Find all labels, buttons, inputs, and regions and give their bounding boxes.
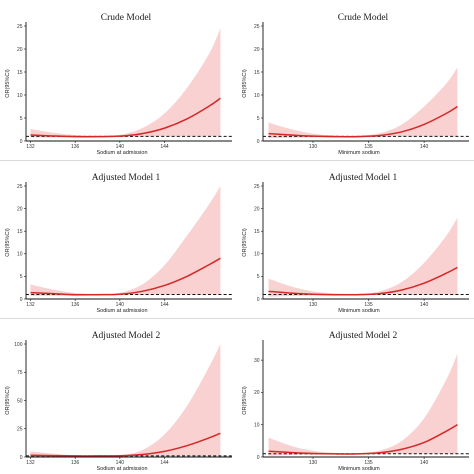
confidence-band — [268, 67, 458, 139]
or-curve — [268, 424, 458, 455]
x-tick-label: 144 — [160, 302, 169, 308]
y-tick-label: 0 — [20, 139, 23, 145]
chart-title: Crude Model — [338, 13, 389, 23]
y-tick-label: 75 — [17, 370, 23, 376]
y-tick-label: 15 — [17, 70, 23, 76]
x-tick-label: 135 — [364, 302, 373, 308]
y-tick-label: 5 — [257, 274, 260, 280]
y-axis-label: OR(95%CI) — [5, 228, 11, 257]
y-axis-label: OR(95%CI) — [242, 228, 248, 257]
x-axis-label: Sodium at admission — [96, 308, 147, 314]
y-tick-label: 20 — [17, 206, 23, 212]
x-tick-label: 144 — [160, 460, 169, 466]
x-tick-label: 140 — [116, 460, 125, 466]
y-axis-label: OR(95%CI) — [5, 386, 11, 415]
y-tick-label: 10 — [17, 252, 23, 258]
or-curve — [268, 266, 458, 296]
y-tick-label: 30 — [254, 358, 260, 364]
y-tick-label: 25 — [17, 24, 23, 30]
or-curve — [268, 105, 458, 138]
x-axis-label: Minimum sodium — [338, 150, 380, 156]
chart-panel-crude-sodium-admission: Crude Model 0 5 10 15 20 25 132 136 140 144 Sodium … — [5, 13, 232, 156]
y-tick-label: 0 — [20, 297, 23, 303]
x-axis-label: Minimum sodium — [338, 466, 380, 472]
y-tick-label: 20 — [254, 47, 260, 53]
y-tick-label: 15 — [254, 229, 260, 235]
y-tick-label: 25 — [254, 184, 260, 190]
x-tick-label: 135 — [364, 144, 373, 150]
y-axis-label: OR(95%CI) — [5, 69, 11, 98]
y-tick-label: 10 — [254, 93, 260, 99]
chart-title: Crude Model — [101, 13, 152, 23]
x-axis-label: Minimum sodium — [338, 308, 380, 314]
x-tick-label: 140 — [420, 302, 429, 308]
y-tick-label: 5 — [20, 274, 23, 280]
y-tick-label: 10 — [17, 93, 23, 99]
x-tick-label: 136 — [71, 302, 80, 308]
confidence-band — [30, 186, 221, 296]
confidence-band — [30, 28, 221, 138]
x-tick-label: 135 — [364, 460, 373, 466]
x-tick-label: 130 — [309, 302, 318, 308]
y-tick-label: 10 — [254, 423, 260, 429]
x-tick-label: 132 — [26, 302, 35, 308]
or-curve — [30, 432, 221, 457]
x-tick-label: 132 — [26, 144, 35, 150]
x-tick-label: 144 — [160, 144, 169, 150]
y-tick-label: 100 — [14, 342, 23, 348]
chart-title: Adjusted Model 2 — [329, 331, 398, 341]
x-tick-label: 130 — [309, 144, 318, 150]
x-tick-label: 140 — [116, 302, 125, 308]
confidence-band — [30, 344, 221, 457]
x-tick-label: 140 — [420, 144, 429, 150]
x-tick-label: 136 — [71, 460, 80, 466]
y-tick-label: 5 — [257, 116, 260, 122]
y-tick-label: 25 — [17, 427, 23, 433]
row-divider-2 — [0, 318, 474, 319]
y-tick-label: 20 — [254, 390, 260, 396]
chart-panel-adjusted2-sodium-admission: Adjusted Model 2 0 25 50 75 100 132 136 140 144 So… — [5, 331, 232, 472]
x-tick-label: 140 — [420, 460, 429, 466]
y-tick-label: 5 — [20, 116, 23, 122]
or-curve — [30, 257, 221, 296]
confidence-band — [268, 353, 458, 456]
confidence-band — [268, 217, 458, 297]
x-tick-label: 140 — [116, 144, 125, 150]
row-divider-1 — [0, 160, 474, 161]
chart-panel-adjusted1-sodium-admission: Adjusted Model 1 0 5 10 15 20 25 132 136 140 144 So… — [5, 173, 232, 314]
y-tick-label: 0 — [257, 139, 260, 145]
x-axis-label: Sodium at admission — [96, 150, 147, 156]
chart-title: Adjusted Model 2 — [92, 331, 161, 341]
chart-panel-adjusted2-minimum-sodium: Adjusted Model 2 0 10 20 30 130 135 140 Minimum … — [242, 331, 469, 472]
y-tick-label: 15 — [254, 70, 260, 76]
x-axis-label: Sodium at admission — [96, 466, 147, 472]
y-tick-label: 20 — [254, 206, 260, 212]
y-tick-label: 0 — [20, 455, 23, 461]
or-curve — [30, 97, 221, 138]
x-tick-label: 136 — [71, 144, 80, 150]
x-tick-label: 132 — [26, 460, 35, 466]
y-tick-label: 50 — [17, 398, 23, 404]
y-axis-label: OR(95%CI) — [242, 386, 248, 415]
y-tick-label: 20 — [17, 47, 23, 53]
x-tick-label: 130 — [309, 460, 318, 466]
y-tick-label: 0 — [257, 455, 260, 461]
chart-title: Adjusted Model 1 — [329, 173, 398, 183]
y-tick-label: 10 — [254, 252, 260, 258]
y-tick-label: 25 — [17, 184, 23, 190]
y-tick-label: 15 — [17, 229, 23, 235]
chart-title: Adjusted Model 1 — [92, 173, 161, 183]
y-axis-label: OR(95%CI) — [242, 69, 248, 98]
y-tick-label: 0 — [257, 297, 260, 303]
chart-panel-crude-minimum-sodium: Crude Model 0 5 10 15 20 25 130 135 140 Minimum so… — [242, 13, 469, 156]
chart-panel-adjusted1-minimum-sodium: Adjusted Model 1 0 5 10 15 20 25 130 135 140 Minim… — [242, 173, 469, 314]
y-tick-label: 25 — [254, 24, 260, 30]
